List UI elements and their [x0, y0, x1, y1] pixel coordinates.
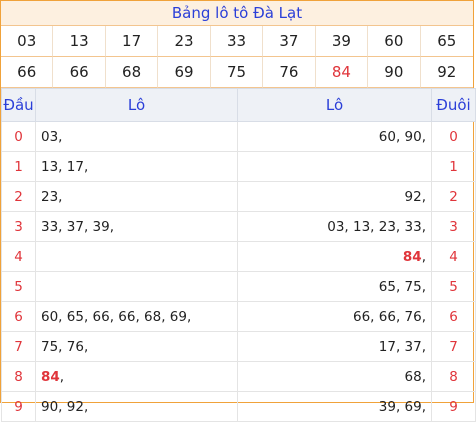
lo-table: Đầu Lô Lô Đuôi 0 03, 60, 90, 0 1 13, 17, 1 2 23,… — [1, 88, 476, 422]
table-row: 9 90, 92, 39, 69, 9 — [1, 391, 476, 422]
lo-right-text: 65, 75, — [378, 278, 426, 295]
result-number: 69 — [158, 57, 211, 88]
duoi-digit: 6 — [431, 301, 476, 332]
lo-left-cell — [35, 271, 238, 302]
lo-right-cell: 66, 66, 76, — [237, 301, 432, 332]
dau-digit: 3 — [1, 211, 36, 242]
lo-left-cell: 60, 65, 66, 66, 68, 69, — [35, 301, 238, 332]
dau-digit: 8 — [1, 361, 36, 392]
dau-digit: 0 — [1, 121, 36, 152]
dau-digit: 2 — [1, 181, 36, 212]
table-row: 7 75, 76, 17, 37, 7 — [1, 331, 476, 362]
lo-right-text: 92, — [404, 188, 426, 205]
lo-right-cell: 65, 75, — [237, 271, 432, 302]
lo-right-cell: 84, — [237, 241, 432, 272]
lo-left-text: , — [59, 368, 65, 385]
duoi-digit: 2 — [431, 181, 476, 212]
dau-digit: 5 — [1, 271, 36, 302]
lo-left-cell: 90, 92, — [35, 391, 238, 422]
duoi-digit: 0 — [431, 121, 476, 152]
lo-right-text: 17, 37, — [378, 338, 426, 355]
header-duoi: Đuôi — [431, 88, 476, 122]
result-number: 03 — [1, 26, 54, 57]
lo-left-cell: 23, — [35, 181, 238, 212]
result-number: 37 — [263, 26, 316, 57]
result-number: 84 — [315, 57, 369, 88]
lo-left-text: 75, 76, — [41, 338, 89, 355]
table-row: 0 03, 60, 90, 0 — [1, 121, 476, 152]
duoi-digit: 9 — [431, 391, 476, 422]
lo-left-cell: 84, — [35, 361, 238, 392]
duoi-digit: 4 — [431, 241, 476, 272]
lo-right-cell: 17, 37, — [237, 331, 432, 362]
result-number: 65 — [420, 26, 473, 57]
result-number: 66 — [1, 57, 54, 88]
lo-left-text: 03, — [41, 128, 63, 145]
lo-right-text: 03, 13, 23, 33, — [327, 218, 426, 235]
lo-right-text: 68, — [404, 368, 426, 385]
header-dau: Đầu — [1, 88, 36, 122]
lo-left-text: 23, — [41, 188, 63, 205]
lo-left-cell — [35, 241, 238, 272]
lo-right-cell: 60, 90, — [237, 121, 432, 152]
dau-digit: 6 — [1, 301, 36, 332]
lo-right-cell — [237, 151, 432, 182]
lo-right-cell: 68, — [237, 361, 432, 392]
result-number: 17 — [105, 26, 159, 57]
lo-right-cell: 39, 69, — [237, 391, 432, 422]
table-row: 6 60, 65, 66, 66, 68, 69, 66, 66, 76, 6 — [1, 301, 476, 332]
lo-right-cell: 92, — [237, 181, 432, 212]
lo-left-text: 60, 65, 66, 66, 68, 69, — [41, 308, 192, 325]
duoi-digit: 8 — [431, 361, 476, 392]
duoi-digit: 1 — [431, 151, 476, 182]
lo-right-cell: 03, 13, 23, 33, — [237, 211, 432, 242]
dau-digit: 1 — [1, 151, 36, 182]
lo-left-cell: 33, 37, 39, — [35, 211, 238, 242]
header-row: Đầu Lô Lô Đuôi — [1, 88, 476, 122]
table-row: 5 65, 75, 5 — [1, 271, 476, 302]
lo-right-text: 39, 69, — [378, 398, 426, 415]
duoi-digit: 3 — [431, 211, 476, 242]
lo-left-cell: 13, 17, — [35, 151, 238, 182]
result-number: 60 — [368, 26, 421, 57]
result-number: 13 — [53, 26, 106, 57]
result-number: 76 — [263, 57, 316, 88]
table-row: 3 33, 37, 39, 03, 13, 23, 33, 3 — [1, 211, 476, 242]
dau-digit: 4 — [1, 241, 36, 272]
table-row: 8 84, 68, 8 — [1, 361, 476, 392]
dau-digit: 9 — [1, 391, 36, 422]
table-title: Bảng lô tô Đà Lạt — [1, 0, 473, 26]
lo-left-text: 13, 17, — [41, 158, 89, 175]
result-number: 66 — [53, 57, 106, 88]
result-number: 90 — [368, 57, 421, 88]
lo-left-cell: 75, 76, — [35, 331, 238, 362]
table-row: 1 13, 17, 1 — [1, 151, 476, 182]
result-number: 23 — [158, 26, 211, 57]
duoi-digit: 5 — [431, 271, 476, 302]
lo-left-text: 90, 92, — [41, 398, 89, 415]
result-number: 75 — [210, 57, 264, 88]
header-lo-right: Lô — [237, 88, 432, 122]
highlight-number: 84 — [402, 248, 422, 265]
lo-right-text: 60, 90, — [378, 128, 426, 145]
result-number: 33 — [210, 26, 264, 57]
lo-left-text: 33, 37, 39, — [41, 218, 114, 235]
lo-right-text: 66, 66, 76, — [353, 308, 426, 325]
result-number: 39 — [315, 26, 369, 57]
duoi-digit: 7 — [431, 331, 476, 362]
lo-left-cell: 03, — [35, 121, 238, 152]
dau-digit: 7 — [1, 331, 36, 362]
highlight-number: 84 — [41, 368, 60, 385]
lo-right-text: , — [421, 248, 426, 265]
table-row: 4 84, 4 — [1, 241, 476, 272]
table-row: 2 23, 92, 2 — [1, 181, 476, 212]
result-number: 68 — [105, 57, 159, 88]
header-lo-left: Lô — [35, 88, 238, 122]
result-number: 92 — [420, 57, 473, 88]
results-grid: 03 13 17 23 33 37 39 60 65 66 66 68 69 75 76 84 90 92 — [1, 26, 473, 88]
